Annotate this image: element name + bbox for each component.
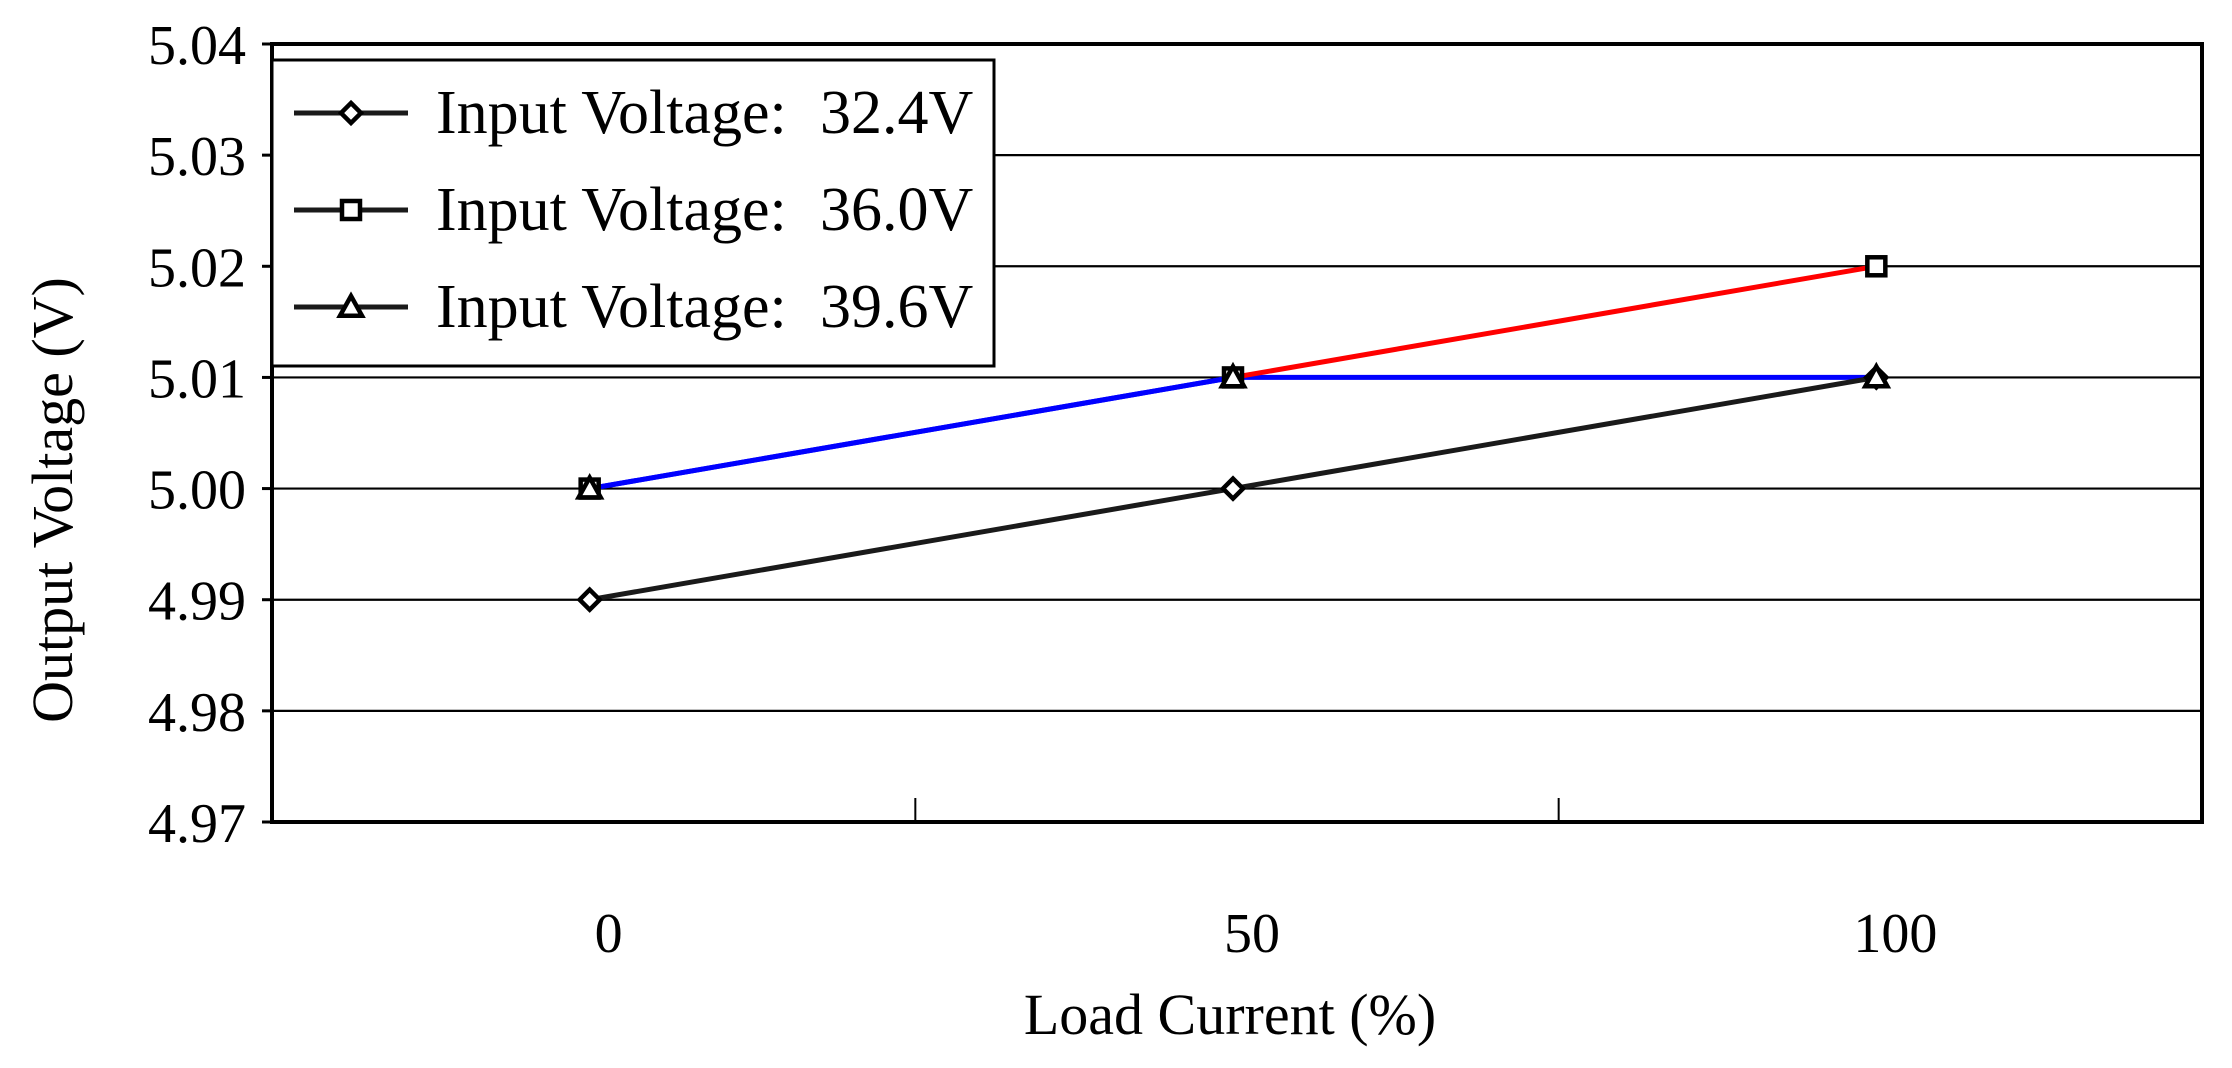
y-tick-label-4.99: 4.99 [148, 571, 246, 633]
legend-value-2: 39.6V [820, 273, 974, 341]
series-1-point-2 [1865, 255, 1888, 278]
series-0-point-1 [1219, 475, 1247, 502]
x-tick-label-0: 0 [595, 903, 623, 965]
series-2-point-1 [1218, 361, 1248, 389]
series-1-segment-0 [589, 374, 1234, 492]
y-tick-label-4.98: 4.98 [148, 682, 246, 744]
series-2-point-0 [574, 472, 605, 500]
legend: Input Voltage: 32.4V Input Voltage: 36.0V In… [270, 58, 996, 368]
axis-layer: 4.97 4.98 4.99 5.00 5.01 5.02 5.03 5.04 0 50 100 [148, 15, 2204, 965]
x-tick-label-100: 100 [1853, 903, 1937, 965]
legend-marker-0 [337, 99, 365, 127]
y-tick-label-5.04: 5.04 [148, 15, 246, 77]
x-tick-label-50: 50 [1224, 903, 1280, 965]
legend-label-0: Input Voltage: [436, 79, 787, 147]
plot-frame [270, 42, 2204, 824]
y-tick-label-5.01: 5.01 [148, 348, 246, 410]
series-0-segment-1 [1232, 374, 1877, 492]
legend-label-2: Input Voltage: [436, 273, 787, 341]
series-0-point-0 [576, 586, 603, 613]
x-axis-title: Load Current (%) [1024, 982, 1436, 1047]
y-axis-title: Output Voltage (V) [20, 277, 85, 723]
series-2-point-2 [1861, 361, 1892, 389]
series-0-segment-0 [589, 486, 1234, 603]
legend-value-1: 36.0V [820, 176, 974, 244]
legend-marker-1 [339, 198, 363, 222]
y-tick-label-5.02: 5.02 [148, 237, 246, 299]
legend-label-1: Input Voltage: [436, 176, 787, 244]
y-tick-label-5.03: 5.03 [148, 126, 246, 188]
legend-value-0: 32.4V [820, 79, 974, 147]
legend-marker-2 [336, 291, 366, 319]
y-tick-label-5.00: 5.00 [148, 460, 246, 522]
series-layer [589, 263, 1877, 603]
series-1-segment-1 [1232, 263, 1877, 380]
y-tick-label-4.97: 4.97 [148, 793, 246, 855]
marker-layer [574, 255, 1892, 613]
